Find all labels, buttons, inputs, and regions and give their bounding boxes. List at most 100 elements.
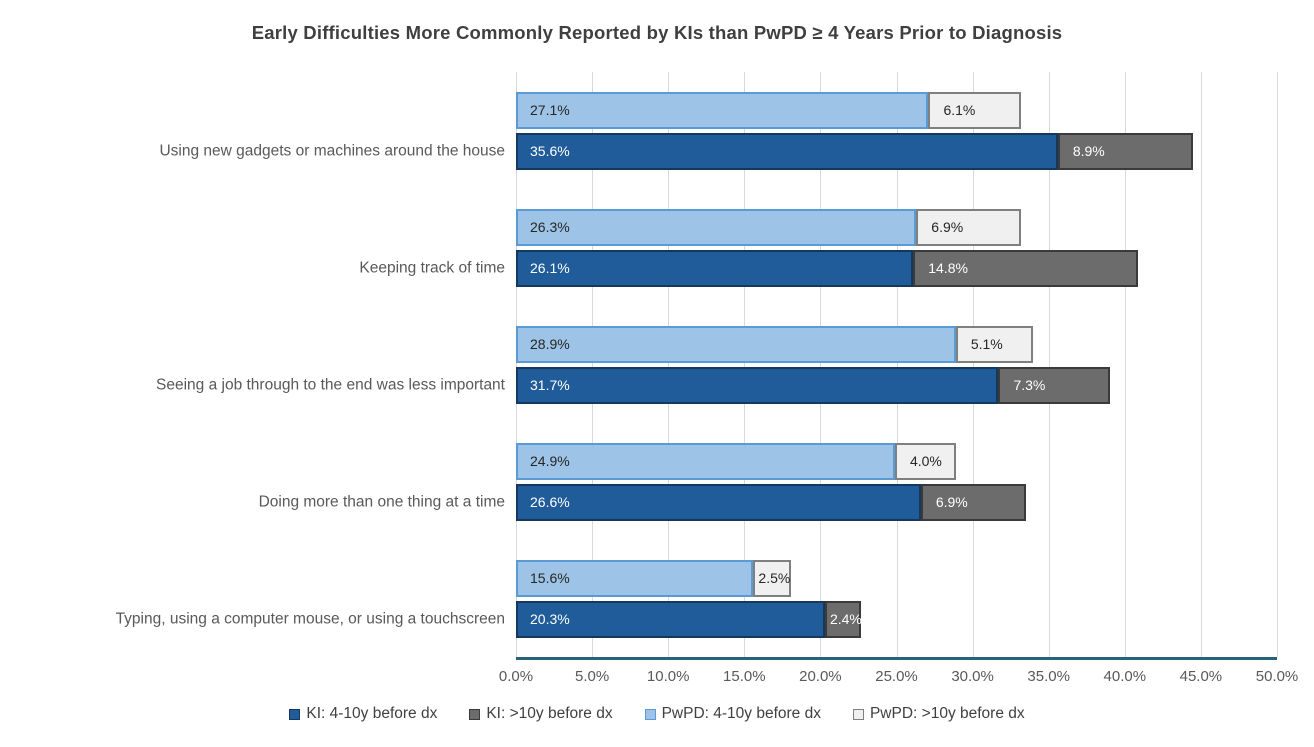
legend-swatch-icon bbox=[852, 708, 864, 720]
category-label-text: Seeing a job through to the end was less… bbox=[156, 376, 505, 394]
data-label: 8.9% bbox=[1072, 143, 1105, 159]
ki-bar: 26.1% 14.8% bbox=[516, 249, 1277, 287]
legend-item: PwPD: >10y before dx bbox=[852, 705, 1025, 723]
category-label-text: Doing more than one thing at a time bbox=[258, 493, 505, 511]
gridline bbox=[820, 72, 822, 657]
data-label: 2.5% bbox=[758, 570, 791, 586]
bar-segment: 24.9% bbox=[516, 442, 895, 480]
data-label: 26.3% bbox=[530, 219, 570, 235]
ki-bar: 20.3% 2.4% bbox=[516, 600, 1277, 638]
legend-label: KI: >10y before dx bbox=[486, 705, 613, 722]
legend-swatch-icon bbox=[644, 708, 656, 720]
data-label: 26.6% bbox=[530, 494, 570, 510]
category-row: 15.6% 2.5% 20.3% 2.4% bbox=[516, 540, 1277, 657]
pwpd-bar: 24.9% 4.0% bbox=[516, 442, 1277, 480]
bar-segment: 5.1% bbox=[955, 325, 1034, 363]
data-label: 6.9% bbox=[931, 219, 964, 235]
bar-segment: 2.4% bbox=[824, 600, 862, 638]
x-tick-label: 50.0% bbox=[1255, 668, 1299, 685]
category-label-text: Typing, using a computer mouse, or using… bbox=[115, 610, 505, 628]
legend-label: PwPD: 4-10y before dx bbox=[661, 705, 821, 722]
gridline bbox=[1200, 72, 1202, 657]
bar-segment: 15.6% bbox=[516, 559, 754, 597]
legend-label: PwPD: >10y before dx bbox=[869, 705, 1025, 722]
bar-segment: 14.8% bbox=[913, 249, 1139, 287]
category-row: 24.9% 4.0% 26.6% 6.9% bbox=[516, 423, 1277, 540]
data-label: 26.1% bbox=[530, 260, 570, 276]
legend-label: KI: 4-10y before dx bbox=[306, 705, 438, 722]
category-label: Keeping track of time bbox=[0, 189, 505, 306]
legend: KI: 4-10y before dx KI: >10y before dx PwP… bbox=[0, 705, 1314, 723]
data-label: 6.1% bbox=[943, 102, 976, 118]
ki-bar: 26.6% 6.9% bbox=[516, 483, 1277, 521]
bar-segment: 6.1% bbox=[928, 91, 1022, 129]
x-tick-label: 20.0% bbox=[799, 668, 842, 685]
category-label: Using new gadgets or machines around the… bbox=[0, 72, 505, 189]
legend-item: KI: 4-10y before dx bbox=[289, 705, 437, 723]
category-row: 28.9% 5.1% 31.7% 7.3% bbox=[516, 306, 1277, 423]
data-label: 35.6% bbox=[530, 143, 570, 159]
x-tick-label: 35.0% bbox=[1027, 668, 1070, 685]
gridline bbox=[896, 72, 898, 657]
bar-segment: 6.9% bbox=[916, 208, 1022, 246]
data-label: 27.1% bbox=[530, 102, 570, 118]
pwpd-bar: 28.9% 5.1% bbox=[516, 325, 1277, 363]
gridline bbox=[1277, 72, 1278, 657]
data-label: 5.1% bbox=[970, 336, 1003, 352]
category-label: Doing more than one thing at a time bbox=[0, 423, 505, 540]
gridline bbox=[516, 72, 517, 657]
data-label: 31.7% bbox=[530, 377, 570, 393]
x-tick-label: 25.0% bbox=[875, 668, 918, 685]
data-label: 15.6% bbox=[530, 570, 570, 586]
x-tick-label: 0.0% bbox=[498, 668, 534, 685]
bar-segment: 26.6% bbox=[516, 483, 921, 521]
bar-segment: 26.1% bbox=[516, 249, 914, 287]
x-tick-label: 30.0% bbox=[951, 668, 994, 685]
bar-segment: 27.1% bbox=[516, 91, 929, 129]
gridline bbox=[1048, 72, 1050, 657]
data-label: 24.9% bbox=[530, 453, 570, 469]
x-tick-label: 15.0% bbox=[723, 668, 766, 685]
category-label: Seeing a job through to the end was less… bbox=[0, 306, 505, 423]
gridline bbox=[972, 72, 974, 657]
data-label: 14.8% bbox=[928, 260, 968, 276]
data-label: 20.3% bbox=[530, 611, 570, 627]
gridline bbox=[668, 72, 670, 657]
ki-bar: 31.7% 7.3% bbox=[516, 366, 1277, 404]
gridline bbox=[592, 72, 594, 657]
bar-segment: 35.6% bbox=[516, 132, 1058, 170]
legend-item: PwPD: 4-10y before dx bbox=[644, 705, 821, 723]
bar-segment: 20.3% bbox=[516, 600, 825, 638]
legend-swatch-icon bbox=[469, 708, 481, 720]
chart-title: Early Difficulties More Commonly Reporte… bbox=[251, 22, 1063, 43]
x-tick-label: 45.0% bbox=[1179, 668, 1223, 685]
bar-rows: 27.1% 6.1% 35.6% 8.9% 26.3% 6.9% 26.1% 14.8% 28.… bbox=[516, 72, 1277, 657]
legend-item: KI: >10y before dx bbox=[469, 705, 613, 723]
x-tick-label: 10.0% bbox=[646, 668, 690, 685]
data-label: 4.0% bbox=[909, 453, 942, 469]
bar-segment: 4.0% bbox=[894, 442, 956, 480]
data-label: 6.9% bbox=[935, 494, 968, 510]
data-label: 2.4% bbox=[829, 611, 862, 627]
category-row: 26.3% 6.9% 26.1% 14.8% bbox=[516, 189, 1277, 306]
plot-area: 27.1% 6.1% 35.6% 8.9% 26.3% 6.9% 26.1% 14.8% 28.… bbox=[516, 72, 1278, 660]
bar-segment: 8.9% bbox=[1057, 132, 1194, 170]
pwpd-bar: 15.6% 2.5% bbox=[516, 559, 1277, 597]
data-label: 7.3% bbox=[1013, 377, 1046, 393]
legend-swatch-icon bbox=[289, 708, 301, 720]
gridline bbox=[744, 72, 746, 657]
bar-segment: 6.9% bbox=[920, 483, 1026, 521]
category-label-text: Keeping track of time bbox=[359, 259, 505, 277]
category-row: 27.1% 6.1% 35.6% 8.9% bbox=[516, 72, 1277, 189]
pwpd-bar: 27.1% 6.1% bbox=[516, 91, 1277, 129]
bar-segment: 28.9% bbox=[516, 325, 956, 363]
pwpd-bar: 26.3% 6.9% bbox=[516, 208, 1277, 246]
data-label: 28.9% bbox=[530, 336, 570, 352]
x-tick-label: 5.0% bbox=[574, 668, 610, 685]
category-label: Typing, using a computer mouse, or using… bbox=[0, 540, 505, 657]
y-axis-category-labels: Using new gadgets or machines around the… bbox=[0, 72, 505, 657]
x-tick-label: 40.0% bbox=[1103, 668, 1147, 685]
category-label-text: Using new gadgets or machines around the… bbox=[159, 142, 505, 160]
ki-bar: 35.6% 8.9% bbox=[516, 132, 1277, 170]
bar-segment: 2.5% bbox=[753, 559, 792, 597]
